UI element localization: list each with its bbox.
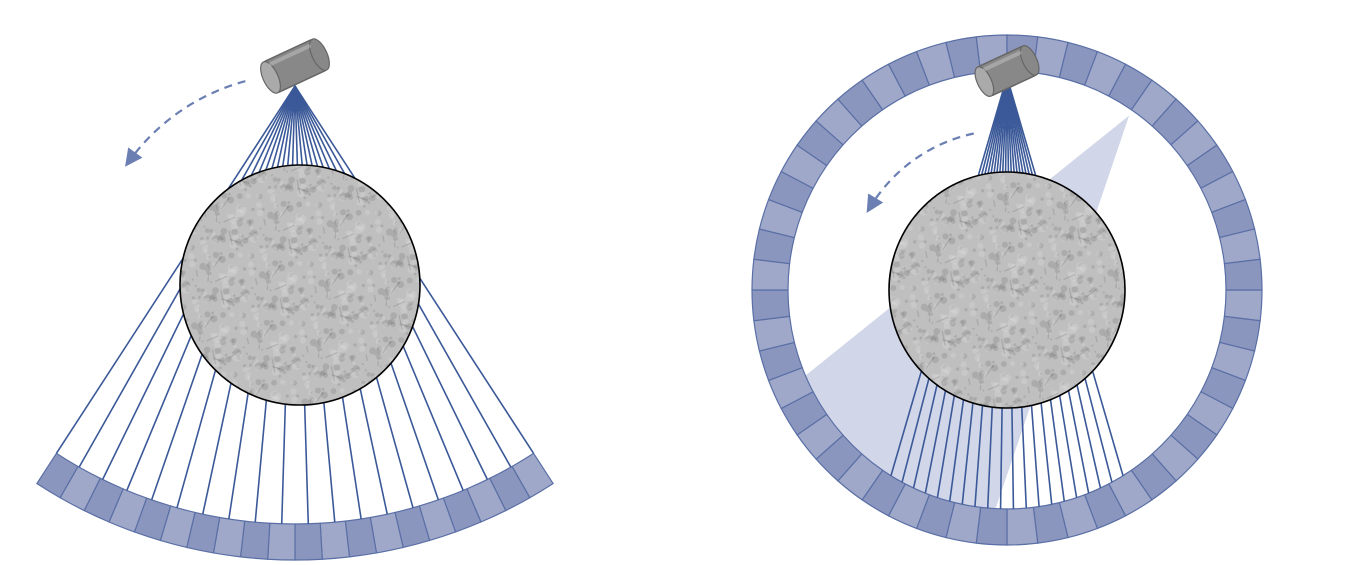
- fan-beam-arc-diagram: [37, 36, 553, 560]
- phantom-sample: [180, 165, 420, 405]
- phantom-sample: [889, 172, 1125, 408]
- rotation-arrow-icon: [127, 81, 245, 164]
- detector-arc: [37, 453, 553, 560]
- fan-beam-ring-diagram: [752, 35, 1262, 545]
